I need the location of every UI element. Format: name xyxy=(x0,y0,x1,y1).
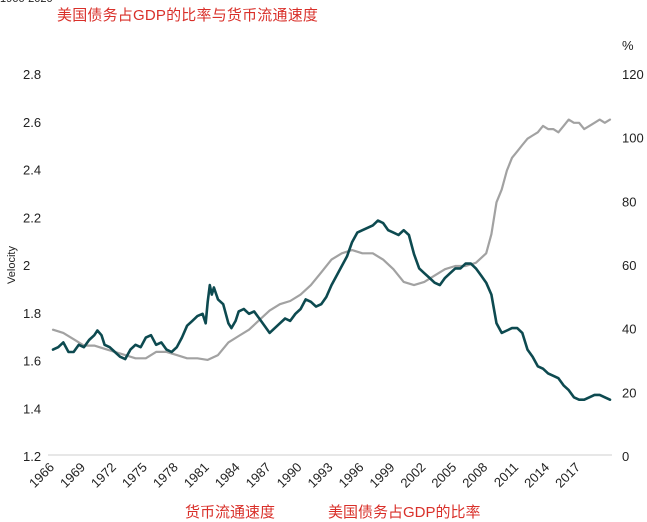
chart-canvas: 1.2 1.4 1.6 1.8 2 2.2 2.4 2.6 2.8 0 20 40 60 80 100 12… xyxy=(6,38,644,491)
y2-tick-label: 20 xyxy=(622,385,636,400)
x-tick-label: 2011 xyxy=(491,460,521,490)
legend-velocity: 货币流通速度 xyxy=(185,504,276,521)
x-tick-label: 1966 xyxy=(26,460,57,491)
x-tick-label: 1975 xyxy=(119,460,150,491)
y-axis-label: Velocity xyxy=(6,246,18,284)
y2-axis-label: % xyxy=(622,38,634,53)
y2-tick-label: 0 xyxy=(622,449,629,464)
legend-debt: 美国债务占GDP的比率 xyxy=(328,504,481,521)
x-axis: 1966 1969 1972 1975 1978 1981 1984 1987 1990 1993… xyxy=(26,460,583,491)
x-tick-label: 1990 xyxy=(274,460,305,491)
series-layer xyxy=(51,118,612,402)
x-tick-label: 1969 xyxy=(57,460,88,491)
y-tick-label: 1.4 xyxy=(23,401,41,416)
x-tick-label: 2005 xyxy=(428,460,459,491)
series-line-debt-ratio xyxy=(51,118,612,361)
x-tick-label: 2017 xyxy=(552,460,583,491)
y-tick-label: 1.8 xyxy=(23,306,41,321)
chart-title: 美国债务占GDP的比率与货币流通速度 xyxy=(57,7,319,24)
x-tick-label: 1978 xyxy=(150,460,181,491)
y-tick-label: 2.6 xyxy=(23,115,41,130)
y-tick-label: 2.8 xyxy=(23,67,41,82)
y-tick-label: 2 xyxy=(23,258,30,273)
x-tick-label: 1993 xyxy=(305,460,336,491)
y-tick-label: 2.2 xyxy=(23,210,41,225)
left-axis: 1.2 1.4 1.6 1.8 2 2.2 2.4 2.6 2.8 xyxy=(23,67,41,464)
x-tick-label: 1987 xyxy=(243,460,274,491)
y2-tick-label: 100 xyxy=(622,131,644,146)
subtitle-date-range: 1966-2020 xyxy=(0,0,53,5)
y-tick-label: 1.2 xyxy=(23,449,41,464)
y2-tick-label: 40 xyxy=(622,322,636,337)
y-tick-label: 2.4 xyxy=(23,163,41,178)
series-line-velocity xyxy=(51,219,612,402)
y2-tick-label: 80 xyxy=(622,194,636,209)
x-tick-label: 1972 xyxy=(88,460,119,491)
y2-tick-label: 120 xyxy=(622,67,644,82)
x-tick-label: 2002 xyxy=(397,460,428,491)
x-tick-label: 1981 xyxy=(181,460,212,491)
x-tick-label: 2008 xyxy=(459,460,490,491)
right-axis: 0 20 40 60 80 100 120 xyxy=(622,67,644,464)
x-tick-label: 1999 xyxy=(366,460,397,491)
x-tick-label: 1996 xyxy=(336,460,367,491)
y-tick-label: 1.6 xyxy=(23,354,41,369)
x-tick-label: 2014 xyxy=(521,460,552,491)
y2-tick-label: 60 xyxy=(622,258,636,273)
x-tick-label: 1984 xyxy=(212,460,243,491)
